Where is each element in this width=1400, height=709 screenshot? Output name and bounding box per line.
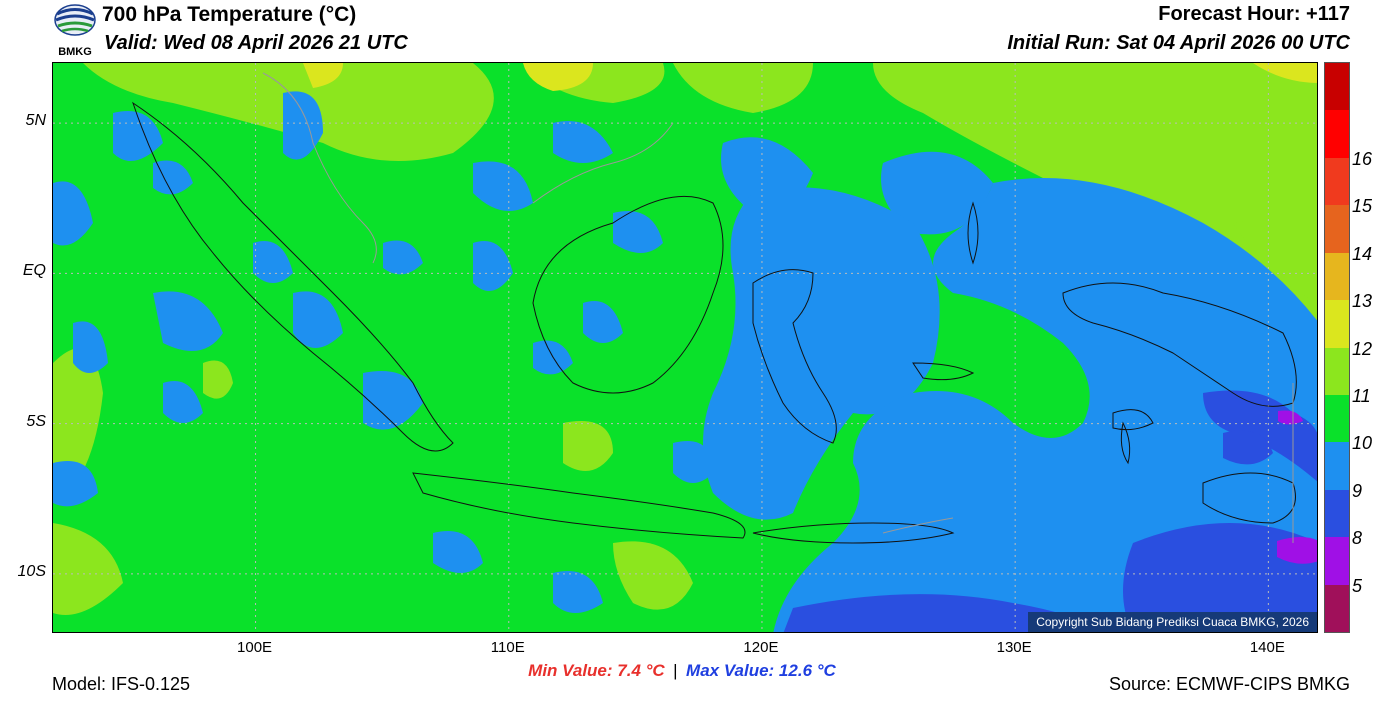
- latitude-label: 5N: [25, 112, 46, 130]
- map-canvas: [53, 63, 1317, 632]
- colorbar-label: 11: [1352, 385, 1371, 406]
- colorbar-label: 8: [1352, 528, 1363, 549]
- colorbar-label: 9: [1352, 480, 1363, 501]
- longitude-label: 140E: [1249, 639, 1285, 656]
- latitude-label: EQ: [22, 262, 46, 280]
- colorbar-label: 13: [1352, 291, 1373, 312]
- colorbar-segment: [1325, 63, 1349, 111]
- colorbar-label: 16: [1352, 148, 1373, 169]
- colorbar-segment: [1325, 442, 1349, 491]
- logo-label: BMKG: [58, 46, 92, 58]
- min-max-values: Min Value: 7.4 °C | Max Value: 12.6 °C: [0, 661, 1382, 681]
- colorbar-segment: [1325, 584, 1349, 633]
- colorbar-segment: [1325, 394, 1349, 443]
- colorbar-segment: [1325, 110, 1349, 159]
- model-label: Model: IFS-0.125: [52, 674, 191, 694]
- longitude-label: 120E: [743, 639, 779, 656]
- latitude-label: 5S: [26, 412, 46, 430]
- forecast-hour: Forecast Hour: +117: [1158, 3, 1350, 25]
- colorbar-segment: [1325, 252, 1349, 301]
- longitude-label: 130E: [996, 639, 1032, 656]
- bmkg-logo-icon: [52, 2, 98, 44]
- field-12-13: [303, 63, 1317, 91]
- colorbar-label: 5: [1352, 575, 1363, 596]
- colorbar-segment: [1325, 537, 1349, 586]
- colorbar-label: 15: [1352, 196, 1373, 217]
- value-separator: |: [673, 661, 678, 680]
- colorbar: [1324, 62, 1350, 633]
- map-grid: [53, 63, 1317, 632]
- field-5-8: [1277, 410, 1317, 564]
- colorbar-segment: [1325, 489, 1349, 538]
- copyright-notice: Copyright Sub Bidang Prediksi Cuaca BMKG…: [1028, 612, 1317, 632]
- longitude-label: 110E: [490, 639, 525, 656]
- colorbar-label: 12: [1352, 338, 1373, 359]
- colorbar-label: 10: [1352, 433, 1373, 454]
- coastlines: [132, 101, 1297, 544]
- borders: [262, 72, 1294, 543]
- colorbar-segment: [1325, 205, 1349, 254]
- longitude-label: 100E: [237, 639, 273, 656]
- max-value: Max Value: 12.6 °C: [686, 661, 836, 680]
- colorbar-segment: [1325, 300, 1349, 348]
- colorbar-label: 14: [1352, 243, 1373, 264]
- valid-time: Valid: Wed 08 April 2026 21 UTC: [104, 32, 408, 54]
- colorbar-segment: [1325, 157, 1349, 206]
- source-label: Source: ECMWF-CIPS BMKG: [1108, 674, 1350, 694]
- temperature-map: Copyright Sub Bidang Prediksi Cuaca BMKG…: [52, 62, 1318, 633]
- colorbar-segment: [1325, 347, 1349, 396]
- map-title: 700 hPa Temperature (°C): [102, 3, 357, 26]
- initial-run: Initial Run: Sat 04 April 2026 00 UTC: [1007, 32, 1350, 54]
- min-value: Min Value: 7.4 °C: [528, 661, 665, 680]
- latitude-label: 10S: [17, 562, 46, 580]
